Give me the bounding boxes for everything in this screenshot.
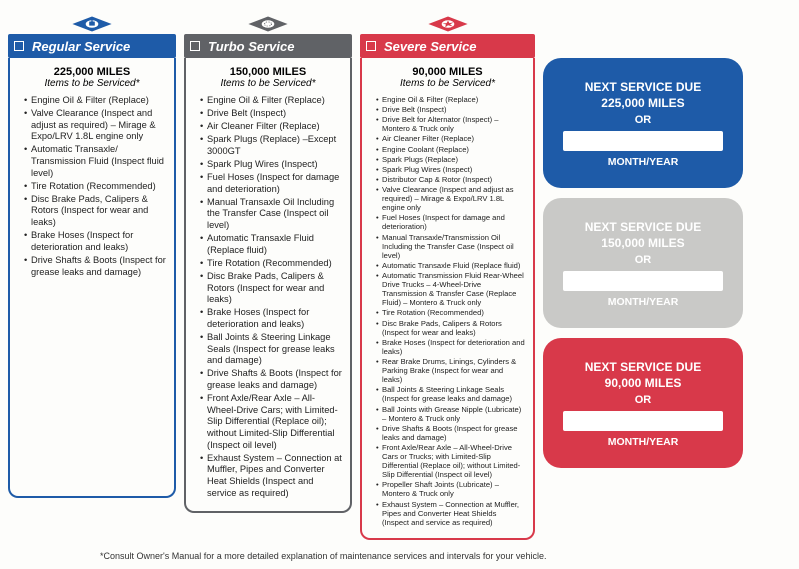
item-list-turbo: Engine Oil & Filter (Replace)Drive Belt … bbox=[194, 95, 342, 499]
list-item: Drive Shafts & Boots (Inspect for grease… bbox=[24, 255, 166, 278]
list-item: Disc Brake Pads, Calipers & Rotors (Insp… bbox=[24, 194, 166, 229]
card-blue: NEXT SERVICE DUE225,000 MILES OR MONTH/Y… bbox=[543, 58, 743, 188]
panel-regular: 225,000 MILES Items to be Serviced* Engi… bbox=[8, 58, 176, 498]
diamond-icon-regular bbox=[65, 16, 119, 33]
cards-column: NEXT SERVICE DUE225,000 MILES OR MONTH/Y… bbox=[543, 10, 743, 540]
header-turbo: Turbo Service bbox=[184, 34, 352, 58]
list-item: Front Axle/Rear Axle – All-Wheel-Drive C… bbox=[376, 443, 525, 479]
card-or: OR bbox=[557, 254, 729, 266]
card-red: NEXT SERVICE DUE90,000 MILES OR MONTH/YE… bbox=[543, 338, 743, 468]
month-year-input[interactable] bbox=[563, 271, 723, 291]
diamond-icon-severe bbox=[421, 16, 475, 33]
col-severe: Severe Service 90,000 MILES Items to be … bbox=[360, 10, 535, 540]
list-item: Spark Plug Wires (Inspect) bbox=[200, 159, 342, 171]
list-item: Brake Hoses (Inspect for deterioration a… bbox=[376, 338, 525, 356]
list-item: Engine Oil & Filter (Replace) bbox=[376, 95, 525, 104]
card-label: MONTH/YEAR bbox=[557, 156, 729, 168]
card-title: NEXT SERVICE DUE150,000 MILES bbox=[557, 220, 729, 251]
checkbox-icon bbox=[14, 41, 24, 51]
card-or: OR bbox=[557, 114, 729, 126]
card-label: MONTH/YEAR bbox=[557, 296, 729, 308]
list-item: Tire Rotation (Recommended) bbox=[200, 258, 342, 270]
panel-turbo: 150,000 MILES Items to be Serviced* Engi… bbox=[184, 58, 352, 513]
list-item: Spark Plugs (Replace) bbox=[376, 155, 525, 164]
list-item: Ball Joints & Steering Linkage Seals (In… bbox=[200, 332, 342, 367]
header-regular: Regular Service bbox=[8, 34, 176, 58]
col-regular: Regular Service 225,000 MILES Items to b… bbox=[8, 10, 176, 540]
list-item: Engine Oil & Filter (Replace) bbox=[24, 95, 166, 107]
list-item: Exhaust System – Connection at Muffler, … bbox=[376, 500, 525, 527]
subtitle-text: Items to be Serviced* bbox=[370, 78, 525, 89]
list-item: Rear Brake Drums, Linings, Cylinders & P… bbox=[376, 357, 525, 384]
month-year-input[interactable] bbox=[563, 411, 723, 431]
panel-severe: 90,000 MILES Items to be Serviced* Engin… bbox=[360, 58, 535, 540]
list-item: Engine Oil & Filter (Replace) bbox=[200, 95, 342, 107]
card-label: MONTH/YEAR bbox=[557, 436, 729, 448]
list-item: Automatic Transmission Fluid Rear-Wheel … bbox=[376, 271, 525, 307]
miles-text: 225,000 MILES bbox=[18, 66, 166, 78]
header-title: Severe Service bbox=[384, 39, 477, 54]
list-item: Tire Rotation (Recommended) bbox=[24, 181, 166, 193]
list-item: Automatic Transaxle Fluid (Replace fluid… bbox=[376, 261, 525, 270]
list-item: Tire Rotation (Recommended) bbox=[376, 308, 525, 317]
list-item: Spark Plug Wires (Inspect) bbox=[376, 165, 525, 174]
miles-text: 90,000 MILES bbox=[370, 66, 525, 78]
list-item: Air Cleaner Filter (Replace) bbox=[200, 121, 342, 133]
card-or: OR bbox=[557, 394, 729, 406]
list-item: Ball Joints & Steering Linkage Seals (In… bbox=[376, 385, 525, 403]
item-list-severe: Engine Oil & Filter (Replace)Drive Belt … bbox=[370, 95, 525, 527]
list-item: Automatic Transaxle/ Transmission Fluid … bbox=[24, 144, 166, 179]
miles-text: 150,000 MILES bbox=[194, 66, 342, 78]
list-item: Engine Coolant (Replace) bbox=[376, 145, 525, 154]
diamond-icon-turbo bbox=[241, 16, 295, 33]
list-item: Drive Belt (Inspect) bbox=[200, 108, 342, 120]
list-item: Automatic Transaxle Fluid (Replace fluid… bbox=[200, 233, 342, 256]
card-title: NEXT SERVICE DUE90,000 MILES bbox=[557, 360, 729, 391]
list-item: Exhaust System – Connection at Muffler, … bbox=[200, 453, 342, 499]
list-item: Ball Joints with Grease Nipple (Lubricat… bbox=[376, 405, 525, 423]
item-list-regular: Engine Oil & Filter (Replace)Valve Clear… bbox=[18, 95, 166, 278]
list-item: Drive Shafts & Boots (Inspect for grease… bbox=[200, 368, 342, 391]
list-item: Front Axle/Rear Axle – All-Wheel-Drive C… bbox=[200, 393, 342, 451]
list-item: Disc Brake Pads, Calipers & Rotors (Insp… bbox=[200, 271, 342, 306]
list-item: Disc Brake Pads, Calipers & Rotors (Insp… bbox=[376, 319, 525, 337]
month-year-input[interactable] bbox=[563, 131, 723, 151]
header-title: Regular Service bbox=[32, 39, 130, 54]
list-item: Valve Clearance (Inspect and adjust as r… bbox=[376, 185, 525, 212]
subtitle-text: Items to be Serviced* bbox=[18, 78, 166, 89]
page: Regular Service 225,000 MILES Items to b… bbox=[0, 0, 799, 540]
checkbox-icon bbox=[190, 41, 200, 51]
list-item: Drive Belt (Inspect) bbox=[376, 105, 525, 114]
header-title: Turbo Service bbox=[208, 39, 294, 54]
list-item: Manual Transaxle Oil Including the Trans… bbox=[200, 197, 342, 232]
list-item: Valve Clearance (Inspect and adjust as r… bbox=[24, 108, 166, 143]
card-title: NEXT SERVICE DUE225,000 MILES bbox=[557, 80, 729, 111]
list-item: Brake Hoses (Inspect for deterioration a… bbox=[200, 307, 342, 330]
card-gray: NEXT SERVICE DUE150,000 MILES OR MONTH/Y… bbox=[543, 198, 743, 328]
subtitle-text: Items to be Serviced* bbox=[194, 78, 342, 89]
list-item: Propeller Shaft Joints (Lubricate) – Mon… bbox=[376, 480, 525, 498]
list-item: Distributor Cap & Rotor (Inspect) bbox=[376, 175, 525, 184]
list-item: Drive Shafts & Boots (Inspect for grease… bbox=[376, 424, 525, 442]
col-turbo: Turbo Service 150,000 MILES Items to be … bbox=[184, 10, 352, 540]
list-item: Air Cleaner Filter (Replace) bbox=[376, 134, 525, 143]
list-item: Drive Belt for Alternator (Inspect) – Mo… bbox=[376, 115, 525, 133]
footnote: *Consult Owner's Manual for a more detai… bbox=[100, 551, 546, 561]
list-item: Fuel Hoses (Inspect for damage and deter… bbox=[200, 172, 342, 195]
list-item: Manual Transaxle/Transmission Oil Includ… bbox=[376, 233, 525, 260]
list-item: Spark Plugs (Replace) –Except 3000GT bbox=[200, 134, 342, 157]
checkbox-icon bbox=[366, 41, 376, 51]
header-severe: Severe Service bbox=[360, 34, 535, 58]
list-item: Brake Hoses (Inspect for deterioration a… bbox=[24, 230, 166, 253]
list-item: Fuel Hoses (Inspect for damage and deter… bbox=[376, 213, 525, 231]
